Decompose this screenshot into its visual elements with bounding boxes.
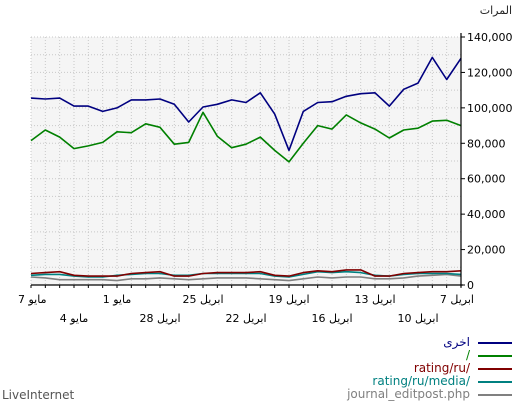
legend-label: rating/ru/media/ [372, 374, 470, 388]
y-axis-label: المرات [479, 4, 512, 17]
x-tick-label: 1 مايو [103, 293, 132, 306]
x-tick-label: 19 ابريل [268, 293, 309, 306]
legend-item: اخرى [347, 336, 512, 349]
y-tick-label: 80,000 [467, 137, 506, 150]
x-tick-label: 13 ابريل [354, 293, 395, 306]
y-tick-label: 120,000 [467, 66, 513, 79]
x-tick-label: 22 ابريل [225, 312, 266, 325]
y-tick-label: 20,000 [467, 244, 506, 257]
series-line [30, 111, 462, 163]
x-tick-label: 7 ابريل [440, 293, 474, 306]
x-tick-label: 4 مايو [60, 312, 89, 325]
legend-label: اخرى [443, 335, 470, 349]
x-tick-label: 10 ابريل [397, 312, 438, 325]
grid [30, 36, 462, 286]
y-tick-label: 100,000 [467, 102, 513, 115]
legend-item: rating/ru/ [347, 362, 512, 375]
legend-item: rating/ru/media/ [347, 375, 512, 388]
x-tick-label: 7 مايو [18, 293, 47, 306]
legend-item: / [347, 349, 512, 362]
line-chart: 140,000 120,000 100,000 80,000 60,000 40,000 2… [18, 31, 513, 325]
legend-label: rating/ru/ [413, 361, 470, 375]
series-line [30, 269, 462, 277]
y-tick-label: 0 [467, 279, 474, 292]
x-tick-label: 16 ابريل [311, 312, 352, 325]
footer-brand: LiveInternet [2, 388, 75, 402]
legend-swatch [478, 380, 512, 383]
series-line [30, 273, 462, 282]
tick-labels: 140,000 120,000 100,000 80,000 60,000 40,000 2… [18, 31, 513, 325]
y-tick-label: 40,000 [467, 208, 506, 221]
legend-swatch [478, 393, 512, 396]
y-tick-label: 140,000 [467, 31, 513, 44]
legend-swatch [478, 367, 512, 370]
series-line [30, 56, 462, 152]
series-lines [30, 56, 462, 282]
legend-swatch [478, 354, 512, 357]
legend-swatch [478, 341, 512, 344]
y-tick-label: 60,000 [467, 173, 506, 186]
x-tick-label: 28 ابريل [139, 312, 180, 325]
axes [30, 33, 465, 288]
legend-item: journal_editpost.php [347, 388, 512, 401]
legend-label: / [465, 348, 470, 362]
legend: اخرى / rating/ru/ rating/ru/media/ journ… [347, 336, 512, 401]
legend-label: journal_editpost.php [347, 387, 470, 401]
x-tick-label: 25 ابريل [182, 293, 223, 306]
